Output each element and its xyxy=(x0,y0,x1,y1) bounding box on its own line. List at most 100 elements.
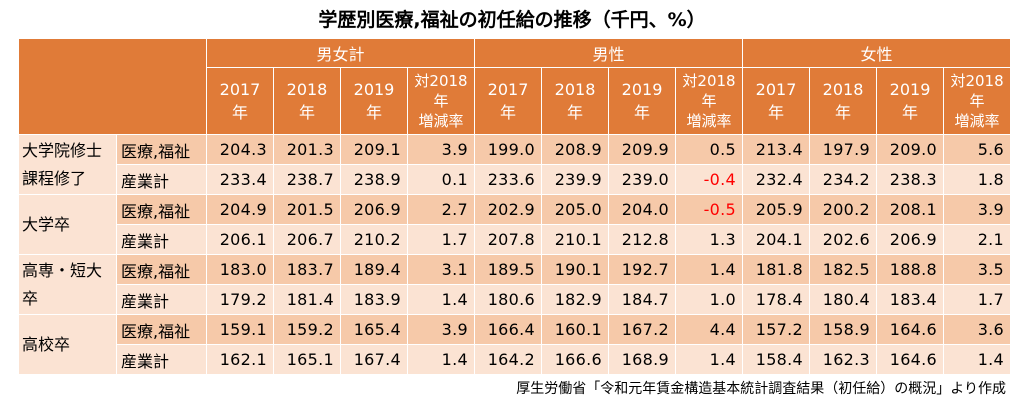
column-header-line: 2019 xyxy=(889,80,931,99)
value-cell: 206.9 xyxy=(876,224,945,255)
value-cell: 238.3 xyxy=(876,164,945,195)
column-header-change-rate: 対2018 年増減率 xyxy=(406,67,476,135)
category-line: 高校卒 xyxy=(22,334,71,354)
table-row: 高専・短大卒医療,福祉 183.0 183.7 189.4 3.1 189.5 190.1 1… xyxy=(18,254,1012,315)
value-cell: 1.0 xyxy=(675,284,744,315)
value-cell: 3.5 xyxy=(943,254,1012,285)
education-category: 大学院修士 課程修了 xyxy=(18,134,117,195)
category-line: 課程修了 xyxy=(22,168,87,188)
column-header-year: 2019 年 xyxy=(608,67,677,135)
value-cell: 4.4 xyxy=(675,314,744,345)
column-header-line: 2018 xyxy=(822,80,864,99)
value-cell: 167.2 xyxy=(608,314,677,345)
value-cell: 168.9 xyxy=(608,344,677,375)
column-header-year: 2018 年 xyxy=(809,67,878,135)
value-cell: 204.9 xyxy=(206,194,274,225)
value-cell: 233.6 xyxy=(474,164,543,195)
value-cell: 238.7 xyxy=(273,164,341,195)
value-cell: 5.6 xyxy=(943,134,1012,165)
value-cell: 212.8 xyxy=(608,224,677,255)
value-cell: 204.0 xyxy=(608,194,677,225)
value-cell: 178.4 xyxy=(742,284,811,315)
column-header-line: 対2018 xyxy=(682,72,736,90)
value-cell: 1.4 xyxy=(406,284,476,315)
table-row: 産業計 206.1 206.7 210.2 1.7 207.8 210.1 212.8 1.3 2… xyxy=(19,224,1012,255)
column-header-line: 年 xyxy=(298,103,315,122)
value-cell: 233.4 xyxy=(206,164,274,195)
value-cell: 206.1 xyxy=(206,224,274,255)
column-header-line: 2018 xyxy=(554,80,596,99)
value-cell: 3.9 xyxy=(943,194,1012,225)
value-cell: 0.5 xyxy=(675,134,744,165)
value-cell: 199.0 xyxy=(474,134,543,165)
table-row: 大学院修士 課程修了 医療,福祉 204.3 201.3 209.1 3.9 199.0 208… xyxy=(18,134,1012,195)
value-cell: 183.0 xyxy=(206,254,274,285)
value-cell: 1.4 xyxy=(406,344,476,375)
column-header-year: 2018 年 xyxy=(541,67,610,135)
corner-header xyxy=(18,38,207,135)
column-header-line: 年 xyxy=(433,92,449,110)
column-header-line: 対2018 xyxy=(950,72,1004,90)
value-cell: 182.9 xyxy=(541,284,610,315)
value-cell: 190.1 xyxy=(541,254,610,285)
column-header-year: 2018 年 xyxy=(273,67,341,135)
industry-label: 産業計 xyxy=(116,284,207,315)
column-header-line: 2017 xyxy=(755,80,797,99)
value-cell: 160.1 xyxy=(541,314,610,345)
value-cell: 192.7 xyxy=(608,254,677,285)
value-cell: 201.3 xyxy=(273,134,341,165)
value-cell: 2.7 xyxy=(406,194,476,225)
value-cell: 181.8 xyxy=(742,254,811,285)
value-cell: 205.9 xyxy=(742,194,811,225)
column-header-line: 増減率 xyxy=(686,112,732,130)
column-header-line: 年 xyxy=(768,103,785,122)
column-header-line: 2017 xyxy=(487,80,529,99)
value-cell: 234.2 xyxy=(809,164,878,195)
table-row: 大学卒 医療,福祉 204.9 201.5 206.9 2.7 202.9 205.0 204.… xyxy=(18,194,1012,255)
value-cell: 205.0 xyxy=(541,194,610,225)
value-cell: 2.1 xyxy=(943,224,1012,255)
table-row: 産業計 233.4 238.7 238.9 0.1 233.6 239.9 239.0 -0.4… xyxy=(19,164,1012,195)
table-title: 学歴別医療,福祉の初任給の推移（千円、%） xyxy=(318,9,706,31)
column-header-line: 年 xyxy=(902,103,919,122)
value-cell: 204.1 xyxy=(742,224,811,255)
value-cell: 162.1 xyxy=(206,344,274,375)
industry-label: 医療,福祉 xyxy=(116,314,207,345)
industry-label: 産業計 xyxy=(116,164,207,195)
value-cell: 1.7 xyxy=(943,284,1012,315)
column-header-year: 2017 年 xyxy=(742,67,811,135)
column-header-year: 2017 年 xyxy=(474,67,543,135)
column-header-change-rate: 対2018 年増減率 xyxy=(675,67,744,135)
column-header-line: 年 xyxy=(365,103,382,122)
group-header-total: 男女計 xyxy=(205,38,476,68)
value-cell: 238.9 xyxy=(340,164,408,195)
value-cell: 210.1 xyxy=(541,224,610,255)
column-header-line: 年 xyxy=(835,103,852,122)
value-cell: 1.3 xyxy=(675,224,744,255)
education-category: 高専・短大卒 xyxy=(18,254,117,315)
value-cell: 159.1 xyxy=(206,314,274,345)
education-category: 大学卒 xyxy=(18,194,117,255)
value-cell: 207.8 xyxy=(474,224,543,255)
category-line: 高専・短大 xyxy=(22,260,103,280)
industry-label: 医療,福祉 xyxy=(116,194,207,225)
column-header-year: 2019 年 xyxy=(876,67,945,135)
value-cell: 209.0 xyxy=(876,134,945,165)
value-cell: 232.4 xyxy=(742,164,811,195)
value-cell: 188.8 xyxy=(876,254,945,285)
column-header-line: 年 xyxy=(634,103,651,122)
value-cell: 208.9 xyxy=(541,134,610,165)
category-line: 卒 xyxy=(22,288,39,308)
industry-label: 産業計 xyxy=(116,224,207,255)
column-header-line: 増減率 xyxy=(954,112,1000,130)
value-cell: 181.4 xyxy=(273,284,341,315)
column-header-year: 2019 年 xyxy=(340,67,408,135)
industry-label: 産業計 xyxy=(116,344,207,375)
value-cell: 159.2 xyxy=(273,314,341,345)
industry-label: 医療,福祉 xyxy=(116,134,207,165)
column-header-line: 対2018 xyxy=(414,72,468,90)
value-cell: 179.2 xyxy=(206,284,274,315)
column-header-line: 年 xyxy=(567,103,584,122)
value-cell: 209.1 xyxy=(340,134,408,165)
value-cell: 164.6 xyxy=(876,344,945,375)
